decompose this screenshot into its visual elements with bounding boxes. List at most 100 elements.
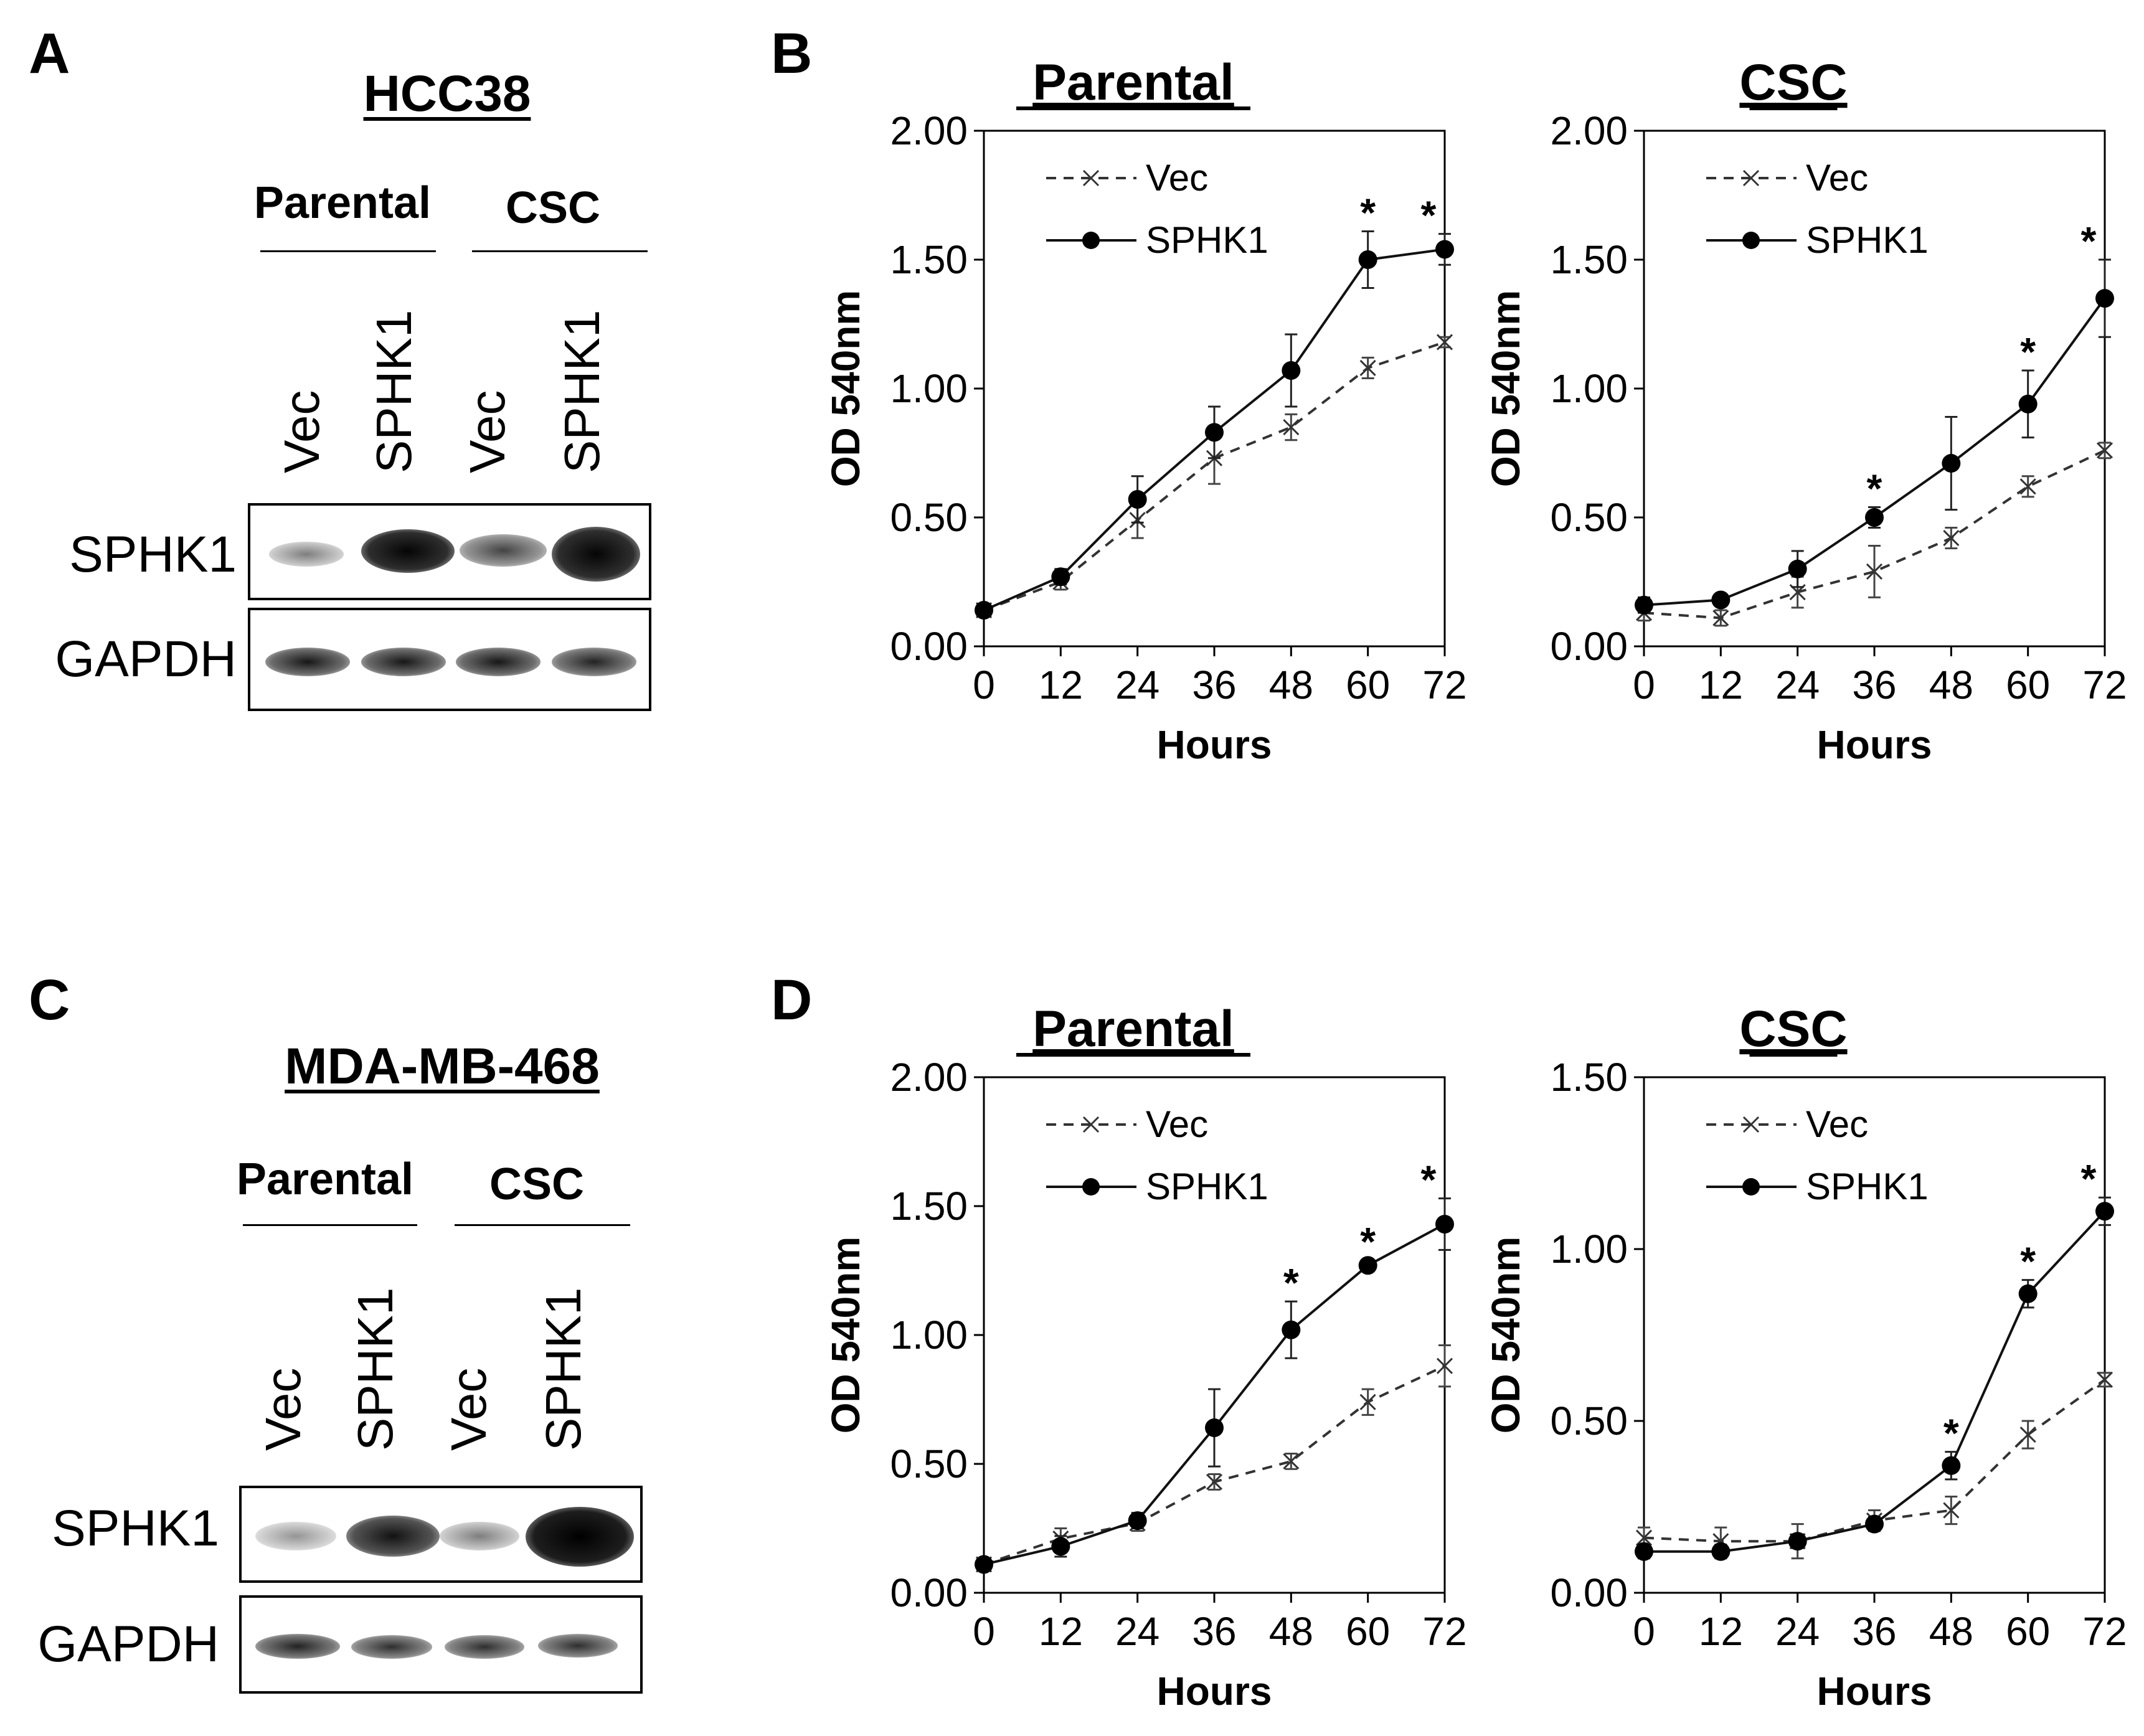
data-point-dot — [1435, 1214, 1454, 1234]
group-divider — [472, 250, 648, 252]
legend-marker-vec — [1742, 169, 1760, 187]
group-label-csc: CSC — [505, 183, 601, 233]
group-label-csc: CSC — [489, 1159, 585, 1209]
blot-title: HCC38 — [363, 65, 531, 122]
legend-label-sphk1: SPHK1 — [1146, 219, 1268, 261]
x-tick-label: 72 — [1422, 1609, 1466, 1654]
x-tick-label: 60 — [1346, 1609, 1390, 1654]
legend-marker-vec — [1082, 1116, 1100, 1133]
y-axis-label: OD 540nm — [1483, 1237, 1528, 1434]
legend-label-vec: Vec — [1806, 157, 1868, 199]
y-tick-label: 0.50 — [890, 495, 968, 540]
legend-label-sphk1: SPHK1 — [1806, 1166, 1929, 1207]
data-point-dot — [1282, 1320, 1301, 1339]
x-tick-label: 48 — [1269, 663, 1313, 707]
blot-band — [460, 534, 547, 567]
data-point-x-marker — [1359, 359, 1376, 376]
data-point-dot — [1865, 1514, 1884, 1534]
data-point-dot — [1435, 240, 1454, 259]
panel-letter-a: A — [29, 22, 70, 85]
line-chart-d-csc: CSC 0.00 0.50 1.00 1.50 0 12 24 36 48 60 72 Hours OD … — [1483, 1001, 2127, 1714]
y-tick-label: 1.50 — [890, 237, 968, 282]
x-tick-label: 36 — [1852, 1609, 1896, 1654]
data-point-dot — [2018, 394, 2038, 413]
group-divider — [455, 1224, 630, 1226]
x-tick-label: 60 — [2006, 663, 2050, 707]
data-point-dot — [1051, 1537, 1070, 1556]
significance-star: * — [1421, 1158, 1437, 1202]
blot-band — [351, 1635, 432, 1659]
y-tick-label: 1.00 — [1550, 366, 1628, 411]
data-point-dot — [1128, 1511, 1147, 1531]
legend-label-vec: Vec — [1806, 1103, 1868, 1145]
blot-band — [445, 1635, 524, 1659]
significance-star: * — [1943, 1411, 1959, 1456]
blot-band — [255, 1634, 340, 1659]
x-tick-label: 12 — [1699, 663, 1743, 707]
blot-title: MDA-MB-468 — [285, 1038, 600, 1095]
blot-band — [265, 648, 350, 676]
data-point-x-marker — [2096, 1371, 2113, 1388]
x-tick-label: 0 — [1633, 1609, 1655, 1654]
x-axis-label: Hours — [1157, 1669, 1272, 1714]
line-chart-b-csc: CSC 0.00 0.50 1.00 1.50 2.00 0 12 24 36 48 60 72 Hour… — [1483, 54, 2127, 767]
x-axis-label: Hours — [1817, 1669, 1932, 1714]
y-tick-label: 0.50 — [1550, 1399, 1628, 1443]
group-label-parental: Parental — [236, 1154, 414, 1204]
y-tick-label: 2.00 — [1550, 108, 1628, 153]
panel-letter-b: B — [771, 22, 813, 85]
y-tick-label: 1.50 — [890, 1184, 968, 1229]
data-point-x-marker — [1283, 419, 1300, 436]
blot-band — [255, 1522, 336, 1550]
blot-band — [526, 1507, 634, 1567]
group-label-parental: Parental — [253, 178, 432, 228]
chart-title: Parental — [1032, 1001, 1234, 1057]
significance-star: * — [1360, 1219, 1376, 1264]
lane-label: Vec — [274, 390, 329, 473]
y-tick-label: 1.00 — [1550, 1227, 1628, 1271]
x-tick-label: 36 — [1192, 1609, 1236, 1654]
legend-label-sphk1: SPHK1 — [1146, 1166, 1268, 1207]
significance-star: * — [2020, 1239, 2036, 1284]
data-point-x-marker — [2019, 478, 2036, 495]
legend-marker-sphk1 — [1742, 1178, 1760, 1196]
x-tick-label: 48 — [1269, 1609, 1313, 1654]
x-tick-label: 72 — [1422, 663, 1466, 707]
legend-label-sphk1: SPHK1 — [1806, 219, 1929, 261]
line-chart-d-parental: Parental 0.00 0.50 1.00 1.50 2.00 0 12 24 36 48 60 7… — [823, 1001, 1467, 1714]
lane-label: SPHK1 — [536, 1287, 591, 1451]
blot-membrane-sphk1 — [239, 1486, 643, 1583]
y-axis-label: OD 540nm — [823, 290, 868, 488]
x-tick-label: 72 — [2082, 1609, 2127, 1654]
y-tick-label: 0.50 — [890, 1441, 968, 1486]
lane-label: Vec — [441, 1367, 496, 1451]
x-axis-label: Hours — [1157, 722, 1272, 767]
blot-band — [456, 648, 541, 676]
row-label-gapdh: GAPDH — [55, 631, 237, 687]
data-point-x-marker — [1436, 1357, 1453, 1374]
data-point-x-marker — [1712, 610, 1729, 626]
data-point-x-marker — [1206, 1473, 1223, 1491]
x-tick-label: 12 — [1699, 1609, 1743, 1654]
data-point-dot — [1128, 490, 1147, 509]
lane-label: SPHK1 — [366, 309, 422, 473]
legend-marker-sphk1 — [1082, 1178, 1100, 1196]
legend-label-vec: Vec — [1146, 1103, 1208, 1145]
data-point-x-marker — [2096, 442, 2113, 459]
data-point-dot — [1942, 1456, 1961, 1475]
data-point-dot — [975, 1555, 993, 1574]
data-point-dot — [1788, 559, 1807, 578]
x-tick-label: 12 — [1039, 663, 1083, 707]
significance-star: * — [2020, 329, 2036, 374]
data-point-dot — [975, 601, 993, 620]
blot-band — [361, 529, 455, 573]
significance-star: * — [1360, 190, 1376, 235]
lane-label: SPHK1 — [347, 1287, 403, 1451]
lane-label: Vec — [255, 1367, 311, 1451]
data-point-dot — [1635, 1542, 1653, 1561]
y-axis-label: OD 540nm — [1483, 290, 1528, 488]
blot-membrane-gapdh — [248, 608, 651, 711]
data-point-x-marker — [1283, 1453, 1300, 1469]
data-point-dot — [2095, 289, 2114, 308]
